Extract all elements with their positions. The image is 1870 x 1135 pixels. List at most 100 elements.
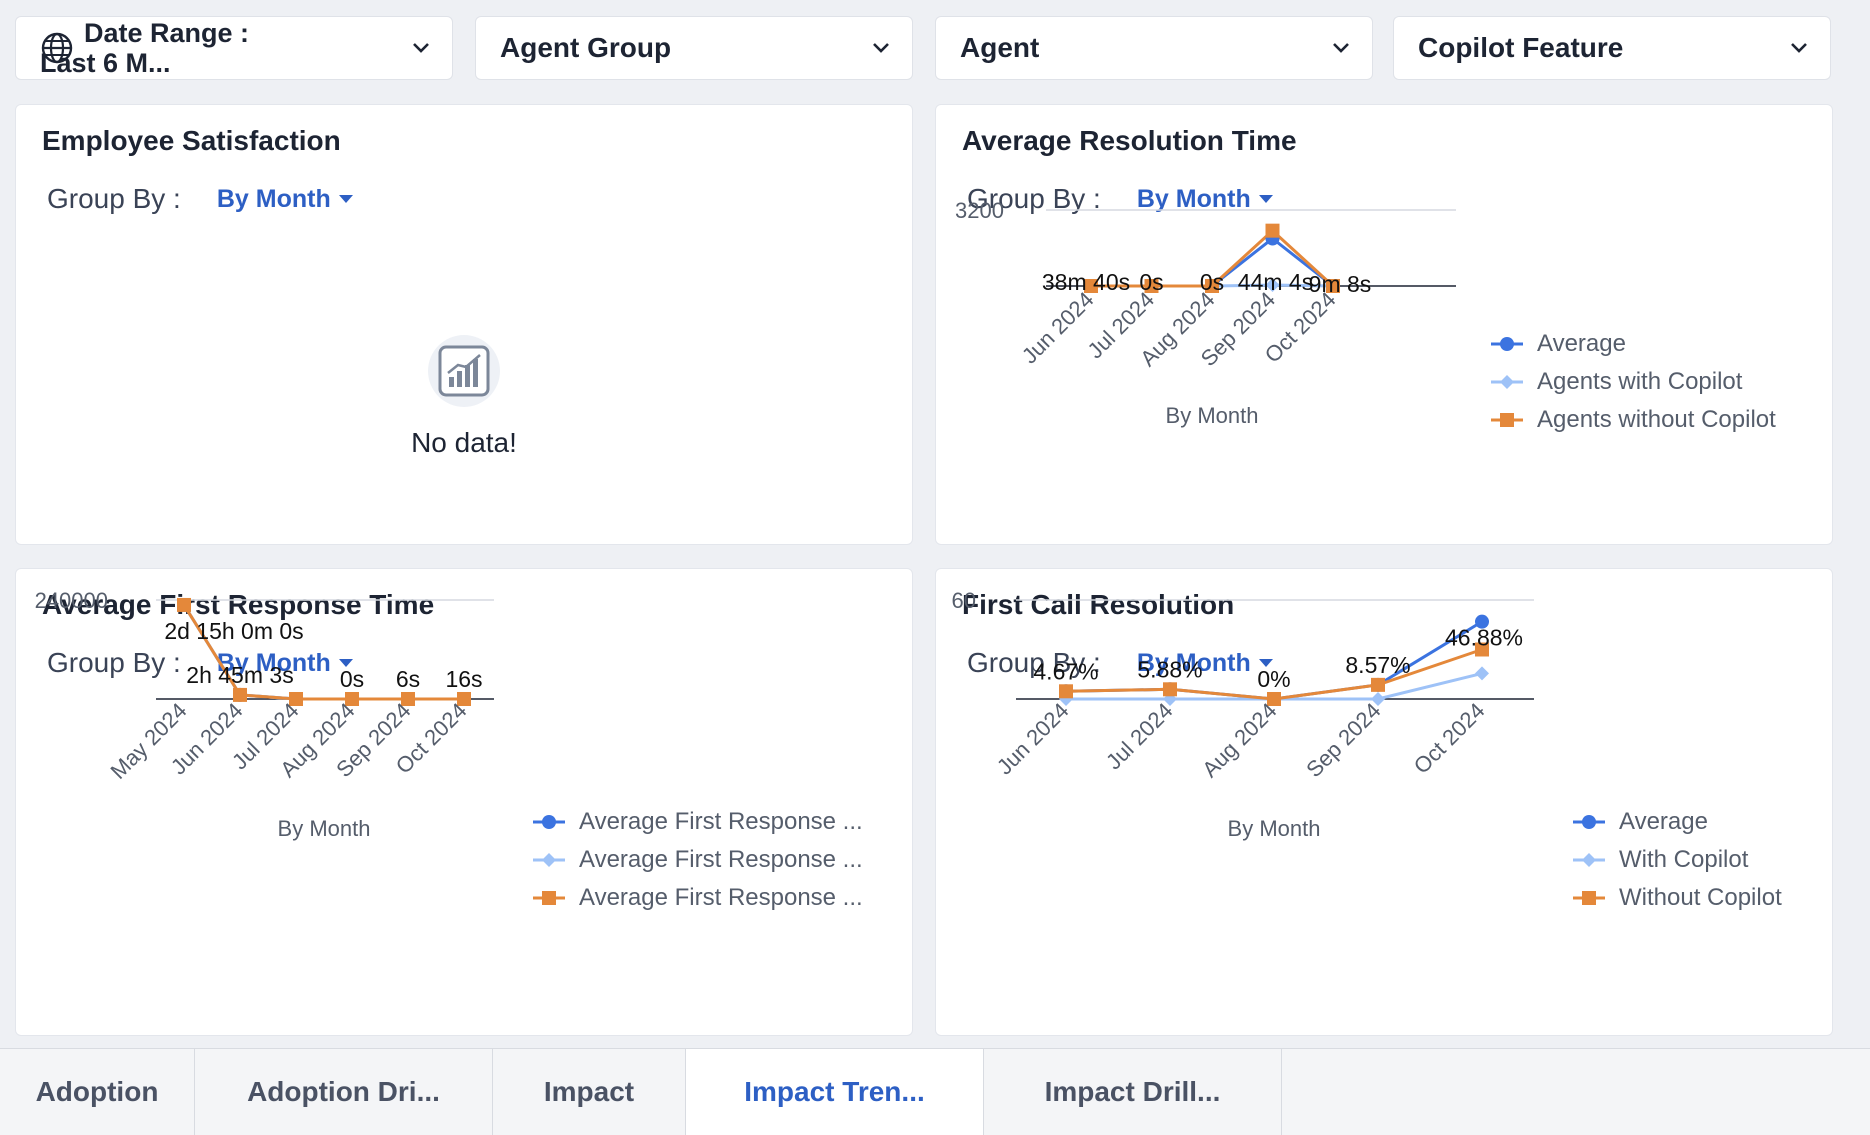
data-point[interactable] [1205,279,1219,293]
x-tick-label: Sep 2024 [1301,698,1385,782]
legend-swatch-icon [1573,852,1605,867]
date-range-filter[interactable]: Date Range : Last 6 M... [15,16,453,80]
legend-swatch-icon [1491,336,1523,351]
group-by-label: Group By : [47,647,181,678]
data-point[interactable] [1475,666,1489,681]
data-point[interactable] [1267,692,1281,706]
legend-item[interactable]: Average [1573,807,1782,836]
data-point[interactable] [1371,692,1385,706]
chevron-down-icon[interactable] [412,42,430,54]
data-point[interactable] [1163,682,1177,697]
chevron-down-icon[interactable] [872,42,890,54]
group-by-label: Group By : [967,183,1101,214]
tab-adoption-dri[interactable]: Adoption Dri... [195,1049,493,1135]
group-by-value: By Month [1136,648,1251,677]
legend-label: Average [1537,329,1626,357]
x-axis-label: By Month [1228,816,1321,841]
series-line [182,604,465,701]
tab-impact-tren[interactable]: Impact Tren... [686,1049,984,1135]
chevron-down-icon[interactable] [1332,42,1350,54]
legend-item[interactable]: Agents without Copilot [1491,405,1776,434]
y-tick-label: 240000 [35,588,108,613]
legend-item[interactable]: Average First Response ... [533,883,863,912]
legend-item[interactable]: Agents with Copilot [1491,367,1776,396]
data-point[interactable] [401,691,415,706]
tab-impact-drill[interactable]: Impact Drill... [984,1049,1282,1135]
avg-first-response-card: Average First Response Time Group By : B… [15,568,913,1036]
group-by-value: By Month [1136,184,1251,213]
group-by-dropdown[interactable]: By Month [1137,185,1273,214]
first-call-resolution-chart: 60 4.67% 5.88% 0% 8.57% 46.88% Jun 2024 Jul 202… [952,588,1534,841]
group-by: Group By : By Month [967,647,1273,679]
group-by-dropdown[interactable]: By Month [1137,649,1273,678]
bottom-tab-bar: Adoption Adoption Dri... Impact Impact Tren… [0,1048,1870,1135]
x-tick-label: Aug 2024 [1197,698,1281,782]
legend-item[interactable]: With Copilot [1573,845,1782,874]
y-tick-label: 60 [952,588,976,613]
data-label: 2d 15h 0m 0s [164,618,303,644]
legend-label: Average First Response ... [579,883,863,911]
data-point[interactable] [233,687,247,702]
legend-item[interactable]: Average First Response ... [533,845,863,874]
legend-swatch-icon [533,814,565,829]
legend-item[interactable]: Average [1491,329,1776,358]
first-call-resolution-card: First Call Resolution Group By : By Mont… [935,568,1833,1036]
copilot-feature-label: Copilot Feature [1418,32,1624,63]
agent-filter[interactable]: Agent [935,16,1373,80]
legend-swatch-icon [533,852,565,867]
chart-placeholder-icon [428,335,500,407]
group-by-value: By Month [216,648,331,677]
data-label: 4.67% [1033,658,1098,684]
x-tick-label: Jun 2024 [1017,287,1099,369]
avg-resolution-card: Average Resolution Time Group By : By Mo… [935,104,1833,545]
data-label: 44m 4s [1238,269,1313,295]
legend-label: Average First Response ... [579,845,863,873]
date-range-line1: Date Range : [84,18,250,48]
data-label: 6s [396,666,420,692]
globe-icon [41,32,73,64]
data-point[interactable] [1059,684,1073,699]
data-point[interactable] [177,597,191,612]
data-label: 9m 8s [1309,271,1372,297]
chart-legend: Average With Copilot Without Copilot [1573,807,1782,912]
data-point[interactable] [1326,279,1340,293]
agent-label: Agent [960,32,1040,63]
group-by-label: Group By : [47,183,181,214]
legend-swatch-icon [1573,814,1605,829]
chart-legend: Average Agents with Copilot Agents without… [1491,329,1776,434]
data-point[interactable] [345,692,359,706]
data-point[interactable] [1265,223,1280,238]
tab-adoption[interactable]: Adoption [0,1049,195,1135]
legend-item[interactable]: Without Copilot [1573,883,1782,912]
data-point[interactable] [1265,278,1280,293]
data-label: 0s [1139,269,1163,295]
data-point[interactable] [457,691,471,706]
tab-impact[interactable]: Impact [493,1049,686,1135]
legend-item[interactable]: Average First Response ... [533,807,863,836]
group-by-dropdown[interactable]: By Month [217,185,353,214]
data-label: 8.57% [1345,652,1410,678]
date-range-line2: Last 6 M... [40,48,171,78]
date-range-label: Date Range : Last 6 M... [40,18,412,78]
group-by: Group By : By Month [967,183,1273,215]
caret-down-icon [1258,659,1273,667]
data-point[interactable] [1084,279,1098,293]
group-by-label: Group By : [967,647,1101,678]
data-point[interactable] [1475,614,1489,629]
legend-label: Average [1619,807,1708,835]
copilot-feature-filter[interactable]: Copilot Feature [1393,16,1831,80]
data-label: 16s [445,666,482,692]
legend-label: Agents without Copilot [1537,405,1776,433]
data-point[interactable] [1475,642,1489,657]
data-point[interactable] [1371,677,1385,692]
group-by-dropdown[interactable]: By Month [217,649,353,678]
data-label: 5.88% [1137,656,1202,682]
agent-group-filter[interactable]: Agent Group [475,16,913,80]
data-label: 0% [1257,666,1290,692]
data-point[interactable] [1144,279,1159,293]
x-tick-label: Oct 2024 [1409,698,1490,779]
chevron-down-icon[interactable] [1790,42,1808,54]
legend-swatch-icon [1573,890,1605,905]
data-point[interactable] [289,692,303,706]
